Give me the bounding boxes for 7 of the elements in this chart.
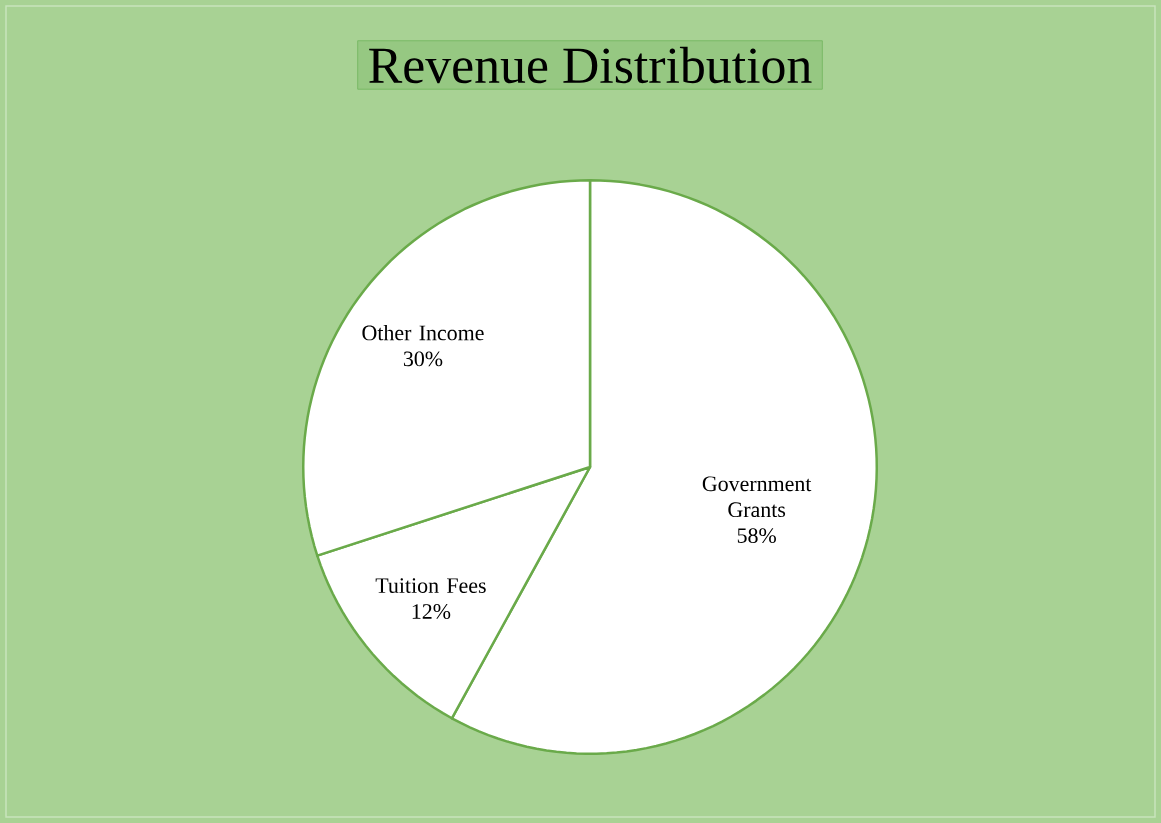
data-label: 12% — [412, 604, 451, 619]
chart-title: Revenue Distribution — [369, 46, 812, 84]
slice-label: Other Income — [362, 324, 484, 341]
slice-label: Government Grants — [702, 476, 812, 518]
slice-label: Tuition Fees — [375, 578, 486, 593]
data-label: 58% — [737, 528, 776, 544]
data-label: 30% — [403, 351, 443, 367]
